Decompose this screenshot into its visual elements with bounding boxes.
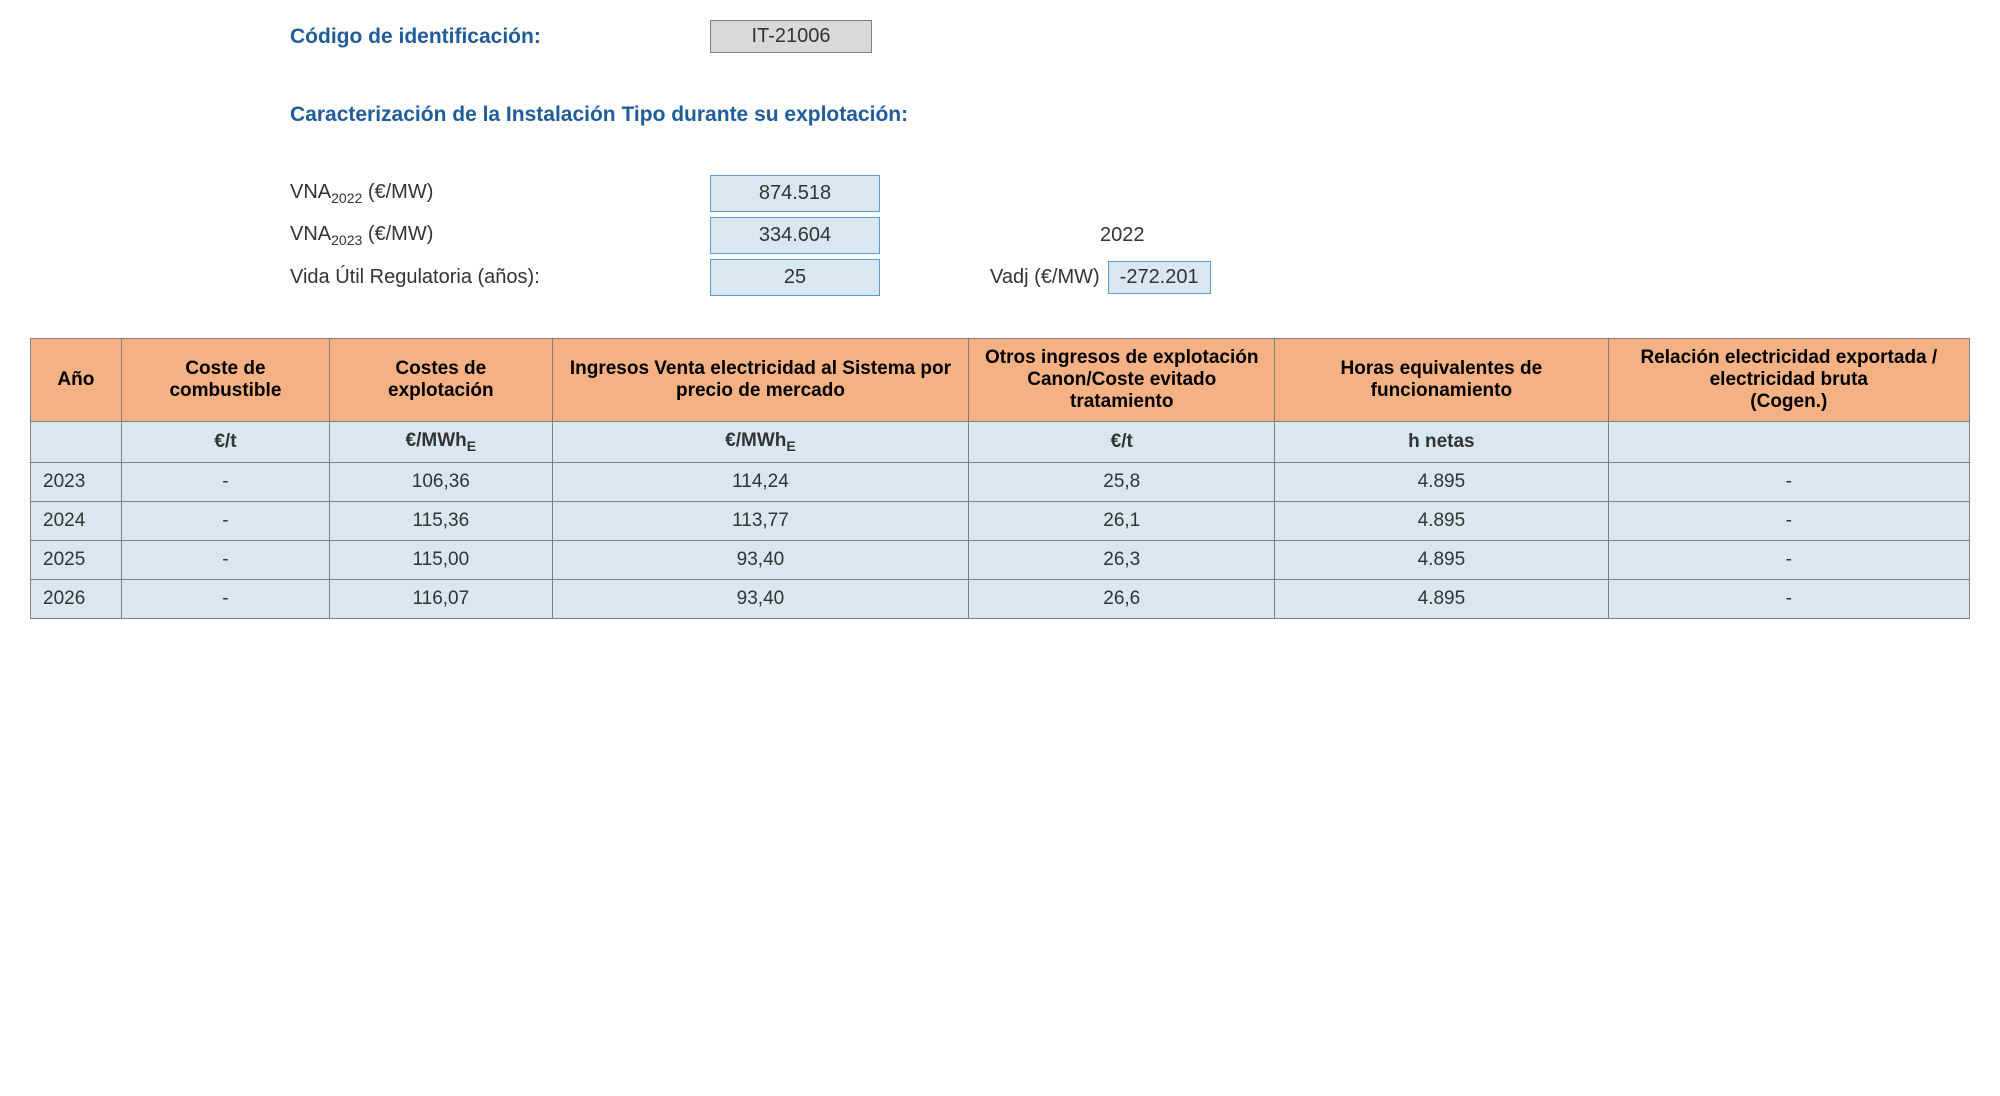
table-header-row: AñoCoste de combustibleCostes de explota… xyxy=(31,339,1970,422)
vna2022-prefix: VNA xyxy=(290,181,331,203)
table-header-cell: Relación electricidad exportada / electr… xyxy=(1608,339,1969,422)
vna2022-unit: (€/MW) xyxy=(362,181,433,203)
vna2023-unit: (€/MW) xyxy=(362,223,433,245)
data-table: AñoCoste de combustibleCostes de explota… xyxy=(30,338,1970,619)
table-header-cell: Otros ingresos de explotación Canon/Cost… xyxy=(969,339,1275,422)
table-cell: - xyxy=(121,462,329,501)
table-cell: 2026 xyxy=(31,579,122,618)
table-cell: - xyxy=(1608,462,1969,501)
table-row: 2023-106,36114,2425,84.895- xyxy=(31,462,1970,501)
table-unit-cell: €/t xyxy=(121,422,329,463)
table-header-cell: Año xyxy=(31,339,122,422)
table-cell: 2025 xyxy=(31,540,122,579)
table-header-cell: Horas equivalentes de funcionamiento xyxy=(1275,339,1609,422)
table-cell: 116,07 xyxy=(330,579,552,618)
vna2023-prefix: VNA xyxy=(290,223,331,245)
table-cell: 93,40 xyxy=(552,540,969,579)
table-cell: 26,3 xyxy=(969,540,1275,579)
vida-row: Vida Útil Regulatoria (años): 25 Vadj (€… xyxy=(290,256,1970,298)
table-row: 2025-115,0093,4026,34.895- xyxy=(31,540,1970,579)
table-cell: 4.895 xyxy=(1275,540,1609,579)
table-cell: 115,00 xyxy=(330,540,552,579)
table-row: 2026-116,0793,4026,64.895- xyxy=(31,579,1970,618)
section-title: Caracterización de la Instalación Tipo d… xyxy=(290,103,1970,127)
header-section: Código de identificación: IT-21006 Carac… xyxy=(290,20,1970,127)
table-header-cell: Costes de explotación xyxy=(330,339,552,422)
table-header-cell: Ingresos Venta electricidad al Sistema p… xyxy=(552,339,969,422)
table-row: 2024-115,36113,7726,14.895- xyxy=(31,501,1970,540)
table-unit-cell: h netas xyxy=(1275,422,1609,463)
vna2022-value: 874.518 xyxy=(710,175,880,212)
vida-value: 25 xyxy=(710,259,880,296)
table-cell: - xyxy=(1608,540,1969,579)
table-unit-cell: €/t xyxy=(969,422,1275,463)
table-cell: - xyxy=(121,579,329,618)
table-header-cell: Coste de combustible xyxy=(121,339,329,422)
year-right-text: 2022 xyxy=(1100,224,1145,247)
vadj-label: Vadj (€/MW) xyxy=(990,266,1100,289)
vna2023-row: VNA2023 (€/MW) 334.604 2022 xyxy=(290,214,1970,256)
table-unit-cell xyxy=(31,422,122,463)
table-unit-cell: €/MWhE xyxy=(330,422,552,463)
table-unit-cell xyxy=(1608,422,1969,463)
table-cell: 4.895 xyxy=(1275,579,1609,618)
vna2023-value: 334.604 xyxy=(710,217,880,254)
vna2023-label: VNA2023 (€/MW) xyxy=(290,223,710,248)
table-cell: 113,77 xyxy=(552,501,969,540)
table-cell: 4.895 xyxy=(1275,501,1609,540)
table-cell: - xyxy=(121,540,329,579)
table-cell: 2024 xyxy=(31,501,122,540)
table-cell: - xyxy=(1608,579,1969,618)
table-cell: 115,36 xyxy=(330,501,552,540)
code-label: Código de identificación: xyxy=(290,25,710,49)
code-value-box: IT-21006 xyxy=(710,20,872,53)
vida-label: Vida Útil Regulatoria (años): xyxy=(290,266,710,289)
vadj-group: Vadj (€/MW) -272.201 xyxy=(990,261,1211,294)
code-row: Código de identificación: IT-21006 xyxy=(290,20,1970,53)
table-cell: 114,24 xyxy=(552,462,969,501)
table-cell: 2023 xyxy=(31,462,122,501)
table-cell: 93,40 xyxy=(552,579,969,618)
vna2022-label: VNA2022 (€/MW) xyxy=(290,181,710,206)
vna2022-row: VNA2022 (€/MW) 874.518 xyxy=(290,172,1970,214)
vna2022-sub: 2022 xyxy=(331,190,362,206)
table-cell: 4.895 xyxy=(1275,462,1609,501)
table-cell: 25,8 xyxy=(969,462,1275,501)
params-section: VNA2022 (€/MW) 874.518 VNA2023 (€/MW) 33… xyxy=(290,172,1970,298)
table-cell: 106,36 xyxy=(330,462,552,501)
year-right: 2022 xyxy=(1100,224,1145,247)
table-cell: - xyxy=(121,501,329,540)
table-cell: - xyxy=(1608,501,1969,540)
table-cell: 26,1 xyxy=(969,501,1275,540)
table-cell: 26,6 xyxy=(969,579,1275,618)
table-unit-cell: €/MWhE xyxy=(552,422,969,463)
vadj-value: -272.201 xyxy=(1108,261,1211,294)
vna2023-sub: 2023 xyxy=(331,232,362,248)
table-units-row: €/t€/MWhE€/MWhE€/th netas xyxy=(31,422,1970,463)
